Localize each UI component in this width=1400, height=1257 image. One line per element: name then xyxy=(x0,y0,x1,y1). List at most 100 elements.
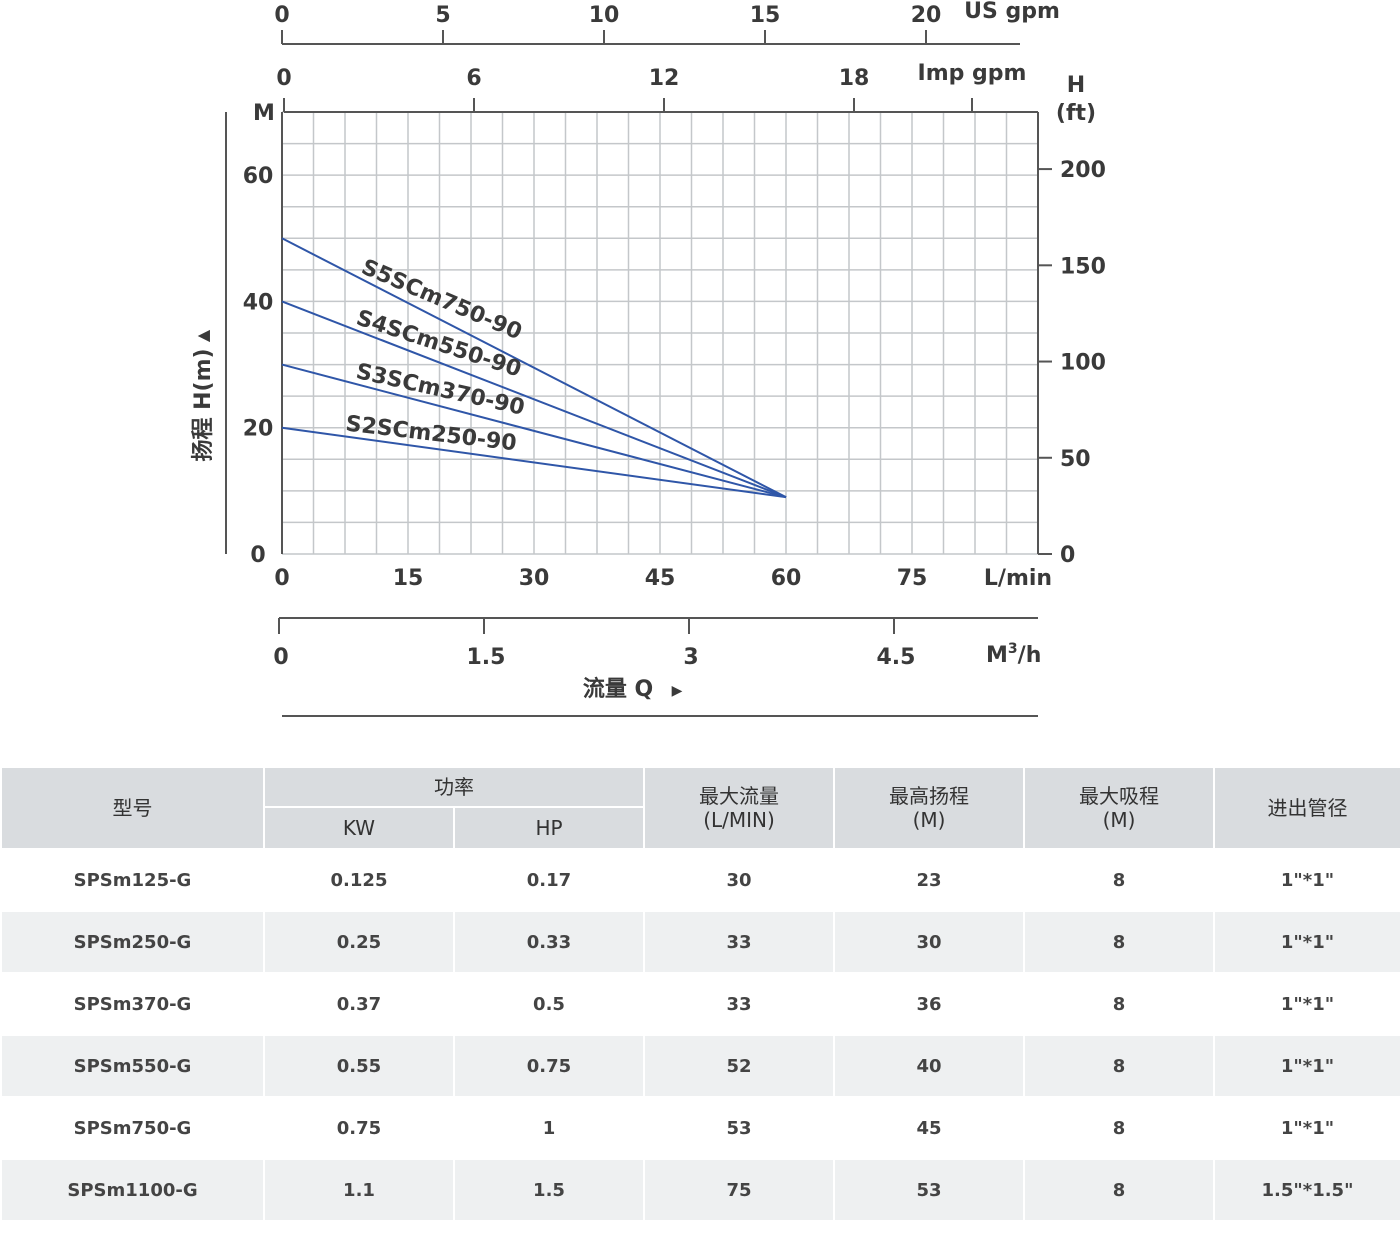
table-row: SPSm250-G 0.25 0.33 33 30 8 1"*1" xyxy=(0,910,1400,974)
cell-model: SPSm750-G xyxy=(0,1096,265,1160)
cell-hp: 0.75 xyxy=(453,1034,645,1098)
table-row: SPSm550-G 0.55 0.75 52 40 8 1"*1" xyxy=(0,1034,1400,1098)
header-max-suction-unit: (M) xyxy=(1102,808,1136,832)
series-label: S2SCm250-90 xyxy=(344,412,517,457)
cell-model: SPSm1100-G xyxy=(0,1158,265,1222)
header-max-flow: 最大流量 (L/MIN) xyxy=(643,766,835,850)
unit-sup: 3 xyxy=(1008,641,1018,657)
cell-kw: 0.37 xyxy=(263,972,455,1036)
cell-head: 23 xyxy=(833,848,1025,912)
bottom-axis-title: 流量 Q xyxy=(583,676,653,702)
cell-hp: 0.17 xyxy=(453,848,645,912)
table-body: SPSm125-G 0.125 0.17 30 23 8 1"*1" SPSm250-G 0.2… xyxy=(0,848,1400,1222)
top-us-gpm-tick-label: 5 xyxy=(435,3,450,28)
cell-pipe: 1.5"*1.5" xyxy=(1213,1158,1400,1222)
cell-hp: 0.33 xyxy=(453,910,645,974)
right-tick-label: 200 xyxy=(1060,158,1106,183)
cell-head: 30 xyxy=(833,910,1025,974)
top-us-gpm-tick-label: 0 xyxy=(274,3,289,28)
top-us-gpm-unit: US gpm xyxy=(964,0,1060,24)
top-imp-gpm-unit: Imp gpm xyxy=(918,61,1027,86)
header-max-flow-label: 最大流量 xyxy=(699,784,779,808)
table-row: SPSm125-G 0.125 0.17 30 23 8 1"*1" xyxy=(0,848,1400,912)
cell-pipe: 1"*1" xyxy=(1213,910,1400,974)
header-pipe: 进出管径 xyxy=(1213,766,1400,850)
cell-suction: 8 xyxy=(1023,910,1215,974)
bottom-m3h-tick-label: 4.5 xyxy=(877,645,916,670)
series-line xyxy=(281,426,787,499)
header-max-suction: 最大吸程 (M) xyxy=(1023,766,1215,850)
left-axis-title: 扬程 H(m) xyxy=(191,348,216,461)
header-max-head-unit: (M) xyxy=(912,808,946,832)
cell-pipe: 1"*1" xyxy=(1213,1034,1400,1098)
cell-flow: 33 xyxy=(643,972,835,1036)
spec-table: 型号 功率 最大流量 (L/MIN) 最高扬程 (M) 最大吸程 (M) 进出管… xyxy=(0,766,1400,1222)
cell-head: 36 xyxy=(833,972,1025,1036)
cell-kw: 1.1 xyxy=(263,1158,455,1222)
cell-model: SPSm125-G xyxy=(0,848,265,912)
cell-hp: 1 xyxy=(453,1096,645,1160)
cell-kw: 0.125 xyxy=(263,848,455,912)
right-tick-label: 150 xyxy=(1060,254,1106,279)
bottom-lmin-tick-label: 45 xyxy=(645,566,676,591)
right-axis-unit-line1: H xyxy=(1067,73,1085,98)
cell-suction: 8 xyxy=(1023,1158,1215,1222)
cell-head: 45 xyxy=(833,1096,1025,1160)
top-imp-gpm-tick-label: 18 xyxy=(839,66,870,91)
cell-model: SPSm250-G xyxy=(0,910,265,974)
top-imp-gpm-tick-label: 0 xyxy=(276,66,291,91)
bottom-lmin-tick-label: 75 xyxy=(897,566,928,591)
cell-flow: 53 xyxy=(643,1096,835,1160)
series-line xyxy=(281,237,787,499)
cell-model: SPSm370-G xyxy=(0,972,265,1036)
bottom-m3h-tick-label: 1.5 xyxy=(467,645,506,670)
cell-model: SPSm550-G xyxy=(0,1034,265,1098)
left-tick-label: 20 xyxy=(243,417,274,442)
cell-head: 53 xyxy=(833,1158,1025,1222)
bottom-lmin-tick-label: 15 xyxy=(393,566,424,591)
bottom-lmin-unit: L/min xyxy=(984,566,1052,591)
right-tick-label: 100 xyxy=(1060,351,1106,376)
header-max-suction-label: 最大吸程 xyxy=(1079,784,1159,808)
top-us-gpm-tick-label: 15 xyxy=(750,3,781,28)
bottom-m3h-unit: M3/h xyxy=(986,641,1041,668)
header-max-flow-unit: (L/MIN) xyxy=(703,808,775,832)
left-tick-label: 0 xyxy=(250,543,265,568)
header-kw: KW xyxy=(263,806,455,850)
top-us-gpm-tick-label: 10 xyxy=(589,3,620,28)
unit-tail: /h xyxy=(1018,643,1042,668)
series-line xyxy=(281,300,787,499)
bottom-m3h-tick-label: 0 xyxy=(273,645,288,670)
left-axis-unit: M xyxy=(253,101,275,126)
series-line xyxy=(281,363,787,499)
bottom-m3h-tick-label: 3 xyxy=(683,645,698,670)
cell-flow: 75 xyxy=(643,1158,835,1222)
right-tick-label: 0 xyxy=(1060,543,1075,568)
table-row: SPSm750-G 0.75 1 53 45 8 1"*1" xyxy=(0,1096,1400,1160)
header-power: 功率 xyxy=(263,766,645,808)
cell-pipe: 1"*1" xyxy=(1213,848,1400,912)
left-axis-arrow: ▲ xyxy=(193,329,212,342)
cell-kw: 0.75 xyxy=(263,1096,455,1160)
table-row: SPSm1100-G 1.1 1.5 75 53 8 1.5"*1.5" xyxy=(0,1158,1400,1222)
cell-suction: 8 xyxy=(1023,848,1215,912)
table-row: SPSm370-G 0.37 0.5 33 36 8 1"*1" xyxy=(0,972,1400,1036)
cell-suction: 8 xyxy=(1023,972,1215,1036)
cell-pipe: 1"*1" xyxy=(1213,1096,1400,1160)
cell-flow: 52 xyxy=(643,1034,835,1098)
cell-hp: 1.5 xyxy=(453,1158,645,1222)
right-axis-unit-line2: (ft) xyxy=(1056,101,1096,126)
cell-hp: 0.5 xyxy=(453,972,645,1036)
bottom-axis-arrow: ▶ xyxy=(672,683,683,699)
header-max-head: 最高扬程 (M) xyxy=(833,766,1025,850)
cell-kw: 0.25 xyxy=(263,910,455,974)
left-tick-label: 40 xyxy=(243,290,274,315)
header-model: 型号 xyxy=(0,766,265,850)
bottom-lmin-tick-label: 0 xyxy=(274,566,289,591)
cell-suction: 8 xyxy=(1023,1034,1215,1098)
chart-axes xyxy=(225,30,1052,717)
top-us-gpm-tick-label: 20 xyxy=(911,3,942,28)
top-imp-gpm-tick-label: 6 xyxy=(466,66,481,91)
cell-flow: 33 xyxy=(643,910,835,974)
header-max-head-label: 最高扬程 xyxy=(889,784,969,808)
